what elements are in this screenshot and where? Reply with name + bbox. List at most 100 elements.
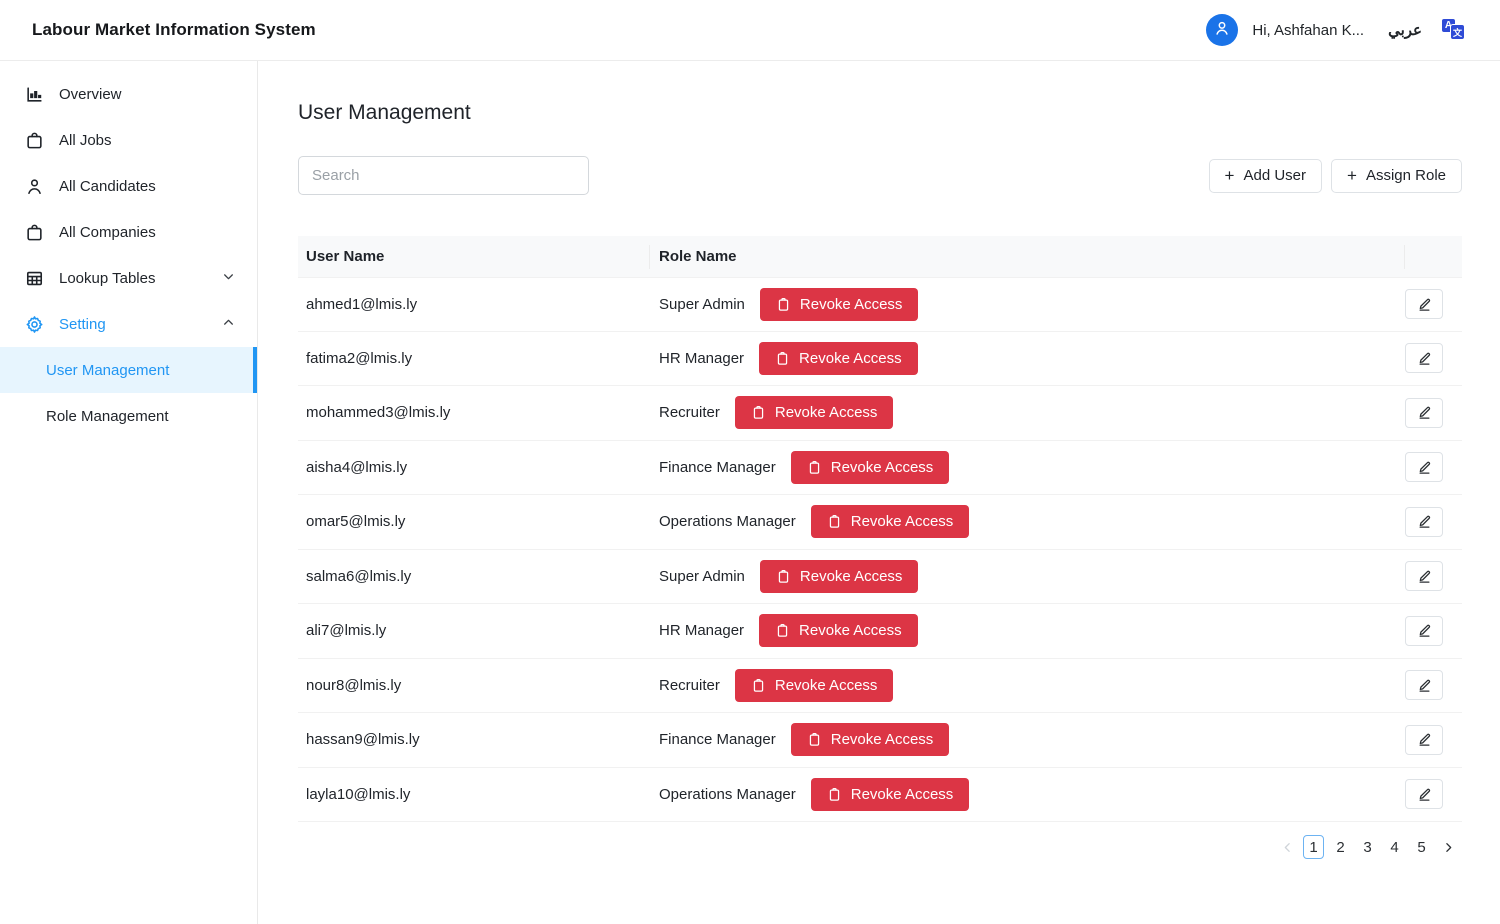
sidebar-item-label: Role Management <box>46 407 169 425</box>
pencil-icon <box>1417 297 1432 312</box>
edit-button[interactable] <box>1405 397 1443 428</box>
previous-page-icon[interactable] <box>1277 835 1297 859</box>
revoke-access-button[interactable]: Revoke Access <box>759 287 919 321</box>
user-name-cell: ahmed1@lmis.ly <box>306 295 418 313</box>
revoke-access-label: Revoke Access <box>850 785 954 803</box>
sidebar-item-all-companies[interactable]: All Companies <box>0 209 257 255</box>
table-row: ali7@lmis.ly HR Manager Revoke Access <box>298 604 1462 659</box>
revoke-access-button[interactable]: Revoke Access <box>759 614 918 648</box>
revoke-access-button[interactable]: Revoke Access <box>734 668 894 702</box>
edit-button[interactable] <box>1405 670 1443 701</box>
top-header: Labour Market Information System Hi, Ash… <box>0 0 1500 61</box>
role-name-cell: Recruiter <box>659 404 720 422</box>
translate-icon[interactable]: A 文 <box>1438 16 1468 44</box>
edit-button[interactable] <box>1405 724 1443 755</box>
next-page-icon[interactable] <box>1438 835 1458 859</box>
role-name-cell: Finance Manager <box>659 731 776 749</box>
table-body: ahmed1@lmis.ly Super Admin Revoke Access fa… <box>298 277 1462 822</box>
user-greeting[interactable]: Hi, Ashfahan K... <box>1252 21 1365 39</box>
user-name-cell: mohammed3@lmis.ly <box>306 404 451 422</box>
sidebar-item-lookup-tables[interactable]: Lookup Tables <box>0 255 257 301</box>
column-header-role-name: Role Name <box>650 244 1405 269</box>
revoke-access-label: Revoke Access <box>799 295 903 313</box>
toolbar: + Add User + Assign Role <box>298 156 1462 195</box>
edit-button[interactable] <box>1405 561 1443 592</box>
table-row: hassan9@lmis.ly Finance Manager Revoke Acc… <box>298 713 1462 768</box>
user-name-cell: aisha4@lmis.ly <box>306 458 408 476</box>
edit-button[interactable] <box>1405 289 1443 320</box>
revoke-access-button[interactable]: Revoke Access <box>790 723 950 757</box>
page-button-3[interactable]: 3 <box>1363 838 1372 856</box>
revoke-access-label: Revoke Access <box>830 731 934 749</box>
pencil-icon <box>1417 623 1432 638</box>
revoke-access-button[interactable]: Revoke Access <box>759 341 918 375</box>
role-name-cell: Finance Manager <box>659 458 776 476</box>
pencil-icon <box>1417 787 1432 802</box>
user-avatar[interactable] <box>1206 14 1239 46</box>
trash-icon <box>827 514 842 529</box>
search-input[interactable] <box>298 156 589 195</box>
trash-icon <box>776 297 791 312</box>
edit-button[interactable] <box>1405 343 1443 374</box>
role-name-cell: Operations Manager <box>659 513 796 531</box>
trash-icon <box>807 732 822 747</box>
table-header: User Name Role Name <box>298 236 1462 277</box>
table-row: mohammed3@lmis.ly Recruiter Revoke Access <box>298 386 1462 441</box>
revoke-access-button[interactable]: Revoke Access <box>759 559 919 593</box>
revoke-access-label: Revoke Access <box>799 349 902 367</box>
chevron-down-icon <box>222 270 235 287</box>
revoke-access-button[interactable]: Revoke Access <box>810 505 970 539</box>
revoke-access-button[interactable]: Revoke Access <box>810 777 970 811</box>
page-title: User Management <box>298 101 471 124</box>
page-button-4[interactable]: 4 <box>1390 838 1399 856</box>
pencil-icon <box>1417 678 1432 693</box>
language-toggle-label[interactable]: عربي <box>1388 22 1422 39</box>
role-name-cell: Recruiter <box>659 676 720 694</box>
table-row: salma6@lmis.ly Super Admin Revoke Access <box>298 550 1462 604</box>
edit-button[interactable] <box>1405 506 1443 537</box>
sidebar-item-label: All Companies <box>59 223 156 241</box>
sidebar-item-label: Setting <box>59 315 106 333</box>
role-name-cell: HR Manager <box>659 622 745 640</box>
sidebar-item-all-candidates[interactable]: All Candidates <box>0 163 257 209</box>
role-name-cell: Operations Manager <box>659 785 796 803</box>
page-button-1[interactable]: 1 <box>1303 835 1324 859</box>
table-row: nour8@lmis.ly Recruiter Revoke Access <box>298 659 1462 713</box>
briefcase-icon <box>25 223 44 242</box>
pencil-icon <box>1417 405 1432 420</box>
chevron-up-icon <box>222 316 235 333</box>
page-button-2[interactable]: 2 <box>1336 838 1345 856</box>
edit-button[interactable] <box>1405 452 1443 483</box>
table-row: ahmed1@lmis.ly Super Admin Revoke Access <box>298 277 1462 332</box>
sidebar-item-setting[interactable]: Setting <box>0 301 257 347</box>
edit-button[interactable] <box>1405 615 1443 646</box>
trash-icon <box>807 460 822 475</box>
sidebar-item-all-jobs[interactable]: All Jobs <box>0 117 257 163</box>
revoke-access-button[interactable]: Revoke Access <box>734 396 894 430</box>
main-content: User Management + Add User + Assign Role… <box>258 61 1500 924</box>
user-name-cell: nour8@lmis.ly <box>306 676 402 694</box>
sidebar-item-user-management[interactable]: User Management <box>0 347 257 393</box>
app-title: Labour Market Information System <box>32 20 316 39</box>
user-name-cell: hassan9@lmis.ly <box>306 731 420 749</box>
trash-icon <box>751 678 766 693</box>
sidebar-item-label: All Candidates <box>59 177 156 195</box>
revoke-access-button[interactable]: Revoke Access <box>790 450 950 484</box>
user-name-cell: salma6@lmis.ly <box>306 567 412 585</box>
sidebar-item-role-management[interactable]: Role Management <box>0 393 257 439</box>
sidebar-item-overview[interactable]: Overview <box>0 71 257 117</box>
add-user-button[interactable]: + Add User <box>1208 158 1323 193</box>
page-button-5[interactable]: 5 <box>1417 838 1426 856</box>
sidebar-item-label: All Jobs <box>59 131 112 149</box>
person-icon <box>1213 19 1231 42</box>
edit-button[interactable] <box>1405 779 1443 810</box>
pencil-icon <box>1417 569 1432 584</box>
pencil-icon <box>1417 732 1432 747</box>
plus-icon: + <box>1224 166 1235 185</box>
trash-icon <box>775 623 790 638</box>
pagination: 1 2 3 4 5 <box>298 835 1462 859</box>
assign-role-button[interactable]: + Assign Role <box>1331 158 1462 193</box>
sidebar-item-label: User Management <box>46 361 170 379</box>
revoke-access-label: Revoke Access <box>799 622 902 640</box>
revoke-access-label: Revoke Access <box>774 676 878 694</box>
